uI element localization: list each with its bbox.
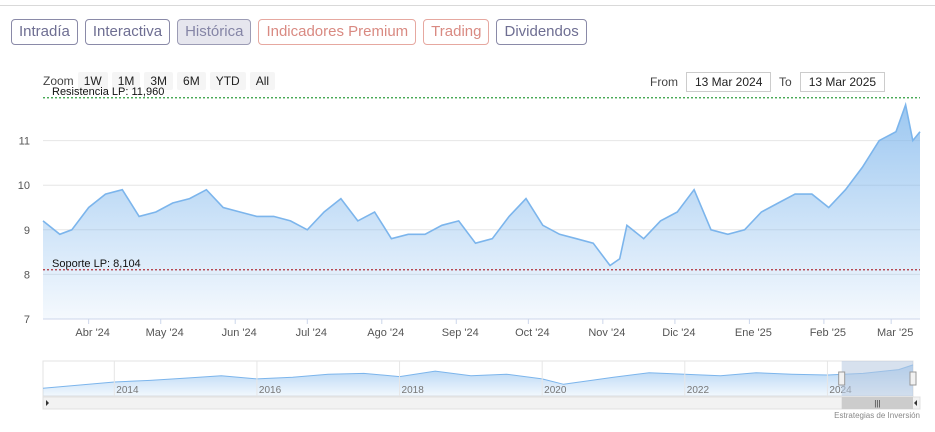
y-tick-label: 7 — [24, 314, 30, 326]
navigator-tick-label: 2022 — [687, 385, 710, 396]
x-tick-label: Dic '24 — [662, 327, 695, 339]
zoom-6m-button[interactable]: 6M — [177, 72, 206, 90]
navigator-tick-label: 2014 — [116, 385, 139, 396]
x-tick-label: Nov '24 — [588, 327, 625, 339]
scrollbar-grip-icon: ||| — [874, 399, 880, 408]
scroll-right-arrow-icon[interactable] — [914, 400, 917, 406]
tab-dividendos[interactable]: Dividendos — [496, 19, 587, 45]
range-from: From 13 Mar 2024 — [650, 72, 772, 92]
x-tick-label: Feb '25 — [810, 327, 846, 339]
tab-interactiva[interactable]: Interactiva — [84, 19, 171, 45]
x-tick-label: Ene '25 — [735, 327, 772, 339]
navigator[interactable]: 2014 2016 2018 2020 2022 2024 ||| — [42, 360, 921, 410]
zoom-label: Zoom — [43, 74, 74, 88]
navigator-tick-label: 2018 — [402, 385, 425, 396]
x-tick-label: Ago '24 — [367, 327, 404, 339]
resistance-label: Resistencia LP: 11,960 — [52, 86, 164, 98]
zoom-3m-button[interactable]: 3M — [144, 72, 174, 90]
range-to: To 13 Mar 2025 — [779, 72, 886, 92]
x-axis: Abr '24 May '24 Jun '24 Jul '24 Ago '24 Sep '… — [43, 318, 920, 339]
navigator-right-handle[interactable] — [909, 371, 917, 386]
navigator-line — [42, 364, 914, 389]
tab-trading[interactable]: Trading — [423, 19, 490, 45]
zoom-ytd-button[interactable]: YTD — [209, 72, 246, 90]
price-area-fill — [43, 104, 920, 320]
y-axis: 7 8 9 10 11 — [18, 136, 30, 326]
top-divider — [0, 5, 935, 6]
tab-historica[interactable]: Histórica — [177, 19, 252, 45]
zoom-1m-button[interactable]: 1M — [111, 72, 141, 90]
navigator-selection — [841, 361, 913, 396]
navigator-tick-label: 2024 — [829, 385, 852, 396]
y-tick-label: 8 — [24, 269, 30, 281]
zoom-all-button[interactable]: All — [249, 72, 276, 90]
x-tick-label: May '24 — [146, 327, 184, 339]
x-tick-label: Sep '24 — [442, 327, 479, 339]
zoom-bar: Zoom 1W 1M 3M 6M YTD All — [43, 72, 279, 90]
range-from-input[interactable]: 13 Mar 2024 — [686, 72, 772, 92]
navigator-tick-label: 2016 — [259, 385, 282, 396]
tab-bar: Intradía Interactiva Histórica Indicador… — [11, 19, 587, 45]
scroll-left-arrow-icon[interactable] — [46, 400, 49, 406]
navigator-tick-label: 2020 — [544, 385, 567, 396]
x-tick-label: Jul '24 — [296, 327, 327, 339]
y-tick-label: 10 — [18, 180, 30, 192]
support-label: Soporte LP: 8,104 — [52, 258, 141, 270]
range-to-label: To — [779, 75, 792, 89]
navigator-left-handle[interactable] — [838, 371, 846, 386]
price-line — [42, 101, 921, 267]
tab-indicadores-premium[interactable]: Indicadores Premium — [258, 19, 417, 45]
credit-text: Estrategias de Inversión — [834, 411, 920, 420]
range-from-label: From — [650, 75, 678, 89]
levels: Resistencia LP: 11,960 Soporte LP: 8,104 — [43, 86, 920, 271]
y-tick-label: 11 — [19, 136, 30, 148]
x-tick-label: Mar '25 — [877, 327, 913, 339]
x-tick-label: Abr '24 — [75, 327, 110, 339]
tab-intradia[interactable]: Intradía — [11, 19, 78, 45]
scrollbar-track[interactable] — [42, 396, 921, 410]
range-to-input[interactable]: 13 Mar 2025 — [799, 72, 886, 92]
x-tick-label: Oct '24 — [515, 327, 550, 339]
scrollbar-thumb[interactable] — [841, 397, 913, 409]
navigator-area — [43, 364, 913, 396]
zoom-1w-button[interactable]: 1W — [77, 72, 108, 90]
x-tick-label: Jun '24 — [222, 327, 257, 339]
y-tick-label: 9 — [24, 225, 30, 237]
price-area — [42, 101, 921, 320]
